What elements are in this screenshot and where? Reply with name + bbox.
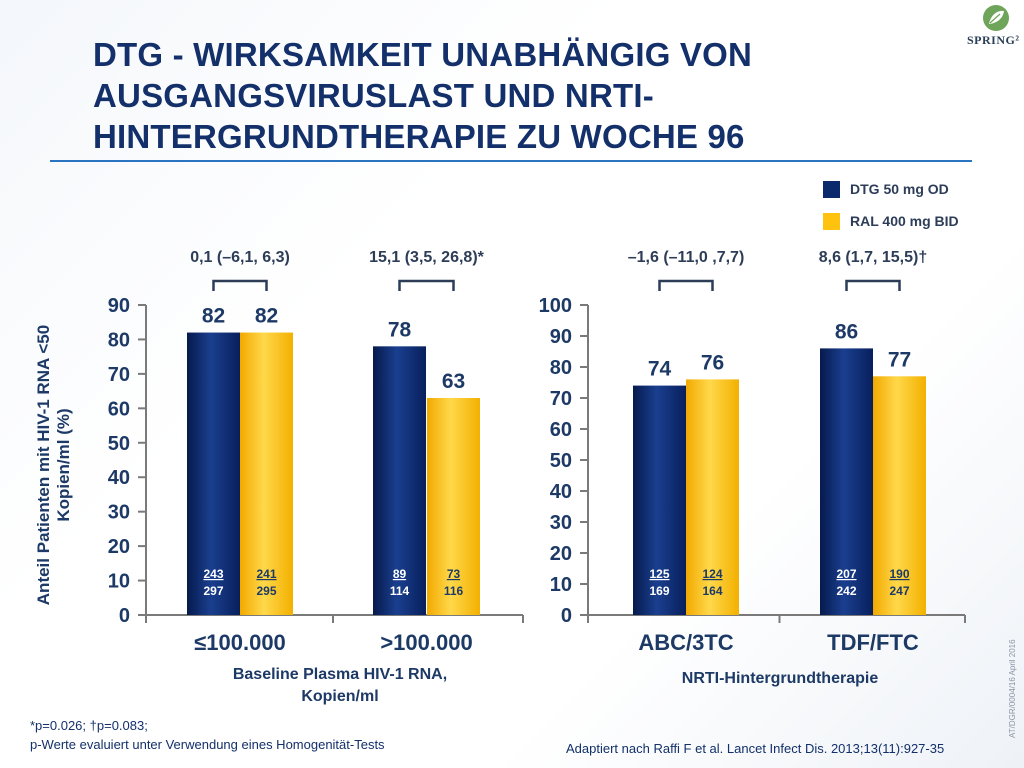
legend-entry-dtg: DTG 50 mg OD <box>823 180 959 198</box>
bar-ral <box>873 376 926 615</box>
document-code: AT/DGR/0004/16 April 2016 <box>1008 639 1017 738</box>
bar-n-total: 247 <box>889 584 909 598</box>
y-tick-label: 40 <box>550 481 572 503</box>
bar-dtg <box>633 385 686 615</box>
y-tick-label: 0 <box>561 605 572 627</box>
bar-dtg <box>187 332 240 615</box>
y-tick-label: 40 <box>108 467 130 489</box>
bar-value-label: 82 <box>202 305 225 328</box>
footnote-pvalues: *p=0.026; †p=0.083; <box>30 718 148 733</box>
difference-bracket <box>845 279 901 291</box>
y-tick-label: 20 <box>108 536 130 558</box>
bar-ral <box>427 398 480 615</box>
difference-bracket <box>398 279 455 291</box>
bar-ral <box>686 379 739 615</box>
y-tick-label: 80 <box>108 329 130 351</box>
bar-n-responders: 89 <box>393 567 407 581</box>
bar-n-responders: 73 <box>447 567 461 581</box>
y-tick-label: 80 <box>550 357 572 379</box>
y-tick-label: 30 <box>108 502 130 524</box>
footnote: *p=0.026; †p=0.083; p-Werte evaluiert un… <box>30 716 385 754</box>
bar-value-label: 78 <box>388 318 412 341</box>
logo-text: SPRING² <box>967 33 1020 47</box>
source-citation: Adaptiert nach Raffi F et al. Lancet Inf… <box>566 741 945 756</box>
bar-value-label: 74 <box>648 358 672 381</box>
difference-label: –1,6 (–11,0 ,7,7) <box>628 249 745 266</box>
y-tick-label: 20 <box>550 543 572 565</box>
bar-n-total: 164 <box>702 584 722 598</box>
difference-label: 0,1 (–6,1, 6,3) <box>190 249 290 266</box>
x-category-label: ≤100.000 <box>194 630 286 655</box>
bar-n-total: 295 <box>256 584 276 598</box>
bar-value-label: 76 <box>701 351 724 374</box>
leaf-icon <box>983 5 1009 31</box>
y-tick-label: 50 <box>108 433 130 455</box>
bar-n-responders: 125 <box>649 567 669 581</box>
footnote-method: p-Werte evaluiert unter Verwendung eines… <box>30 737 385 752</box>
legend-entry-ral: RAL 400 mg BID <box>823 212 959 230</box>
y-tick-label: 70 <box>550 388 572 410</box>
y-tick-label: 100 <box>539 295 572 317</box>
bar-n-total: 114 <box>390 584 410 598</box>
bar-value-label: 63 <box>442 370 465 393</box>
page-title: DTG - WIRKSAMKEIT UNABHÄNGIG VON AUSGANG… <box>93 36 753 155</box>
y-tick-label: 10 <box>108 571 130 593</box>
legend-swatch-ral <box>823 212 840 230</box>
bar-n-responders: 243 <box>203 567 223 581</box>
y-tick-label: 0 <box>119 605 130 627</box>
difference-label: 15,1 (3,5, 26,8)* <box>369 249 485 266</box>
y-tick-label: 90 <box>550 326 572 348</box>
y-tick-label: 10 <box>550 574 572 596</box>
y-tick-label: 90 <box>108 295 130 317</box>
legend-swatch-dtg <box>823 180 840 198</box>
legend-label-dtg: DTG 50 mg OD <box>850 181 949 197</box>
bar-dtg <box>820 348 873 615</box>
x-category-label: TDF/FTC <box>827 630 919 655</box>
bar-value-label: 77 <box>888 348 911 371</box>
y-tick-label: 50 <box>550 450 572 472</box>
bar-n-total: 169 <box>649 584 669 598</box>
bar-n-total: 242 <box>836 584 856 598</box>
difference-label: 8,6 (1,7, 15,5)† <box>819 249 928 266</box>
x-category-label: >100.000 <box>380 630 472 655</box>
y-tick-label: 60 <box>108 398 130 420</box>
x-category-label: ABC/3TC <box>638 630 733 655</box>
bar-n-responders: 241 <box>256 567 276 581</box>
y-tick-label: 30 <box>550 512 572 534</box>
chart-legend: DTG 50 mg OD RAL 400 mg BID <box>823 180 959 244</box>
x-axis-label-nrti: NRTI-Hintergrundtherapie <box>681 670 879 687</box>
difference-bracket <box>658 279 714 291</box>
y-tick-label: 60 <box>550 419 572 441</box>
bar-dtg <box>373 346 426 615</box>
bar-ral <box>240 332 293 615</box>
bar-n-total: 297 <box>203 584 223 598</box>
bar-n-total: 116 <box>444 584 464 598</box>
bar-value-label: 86 <box>835 320 858 343</box>
bar-n-responders: 207 <box>836 567 856 581</box>
bar-value-label: 82 <box>255 305 278 328</box>
x-axis-label-baseline: Baseline Plasma HIV-1 RNA, Kopien/ml <box>232 666 448 705</box>
title-divider <box>50 160 972 162</box>
legend-label-ral: RAL 400 mg BID <box>850 213 959 229</box>
bar-n-responders: 124 <box>702 567 722 581</box>
bar-n-responders: 190 <box>889 567 909 581</box>
y-tick-label: 70 <box>108 364 130 386</box>
difference-bracket <box>212 279 268 291</box>
